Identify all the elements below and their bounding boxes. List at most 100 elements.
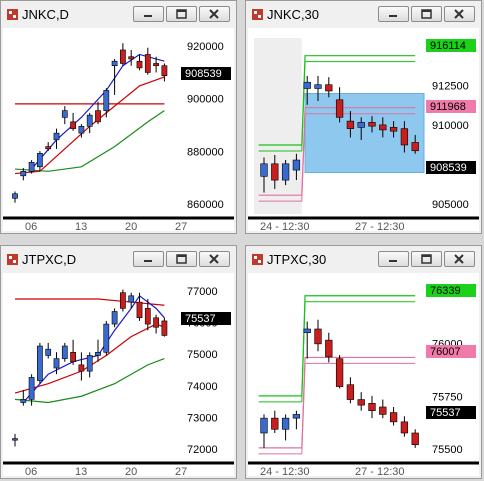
candle-body <box>346 120 355 129</box>
candle-body <box>70 121 76 129</box>
candle-body <box>153 317 159 328</box>
maximize-button[interactable] <box>166 251 197 267</box>
maximize-icon <box>176 9 187 19</box>
candle-body <box>271 417 279 430</box>
close-button[interactable] <box>444 6 475 22</box>
y-tick-label: 905000 <box>432 199 469 211</box>
close-button[interactable] <box>199 6 230 22</box>
candle-body <box>37 153 43 168</box>
overlay-line <box>301 295 416 396</box>
candle-body <box>281 163 290 181</box>
candle-body <box>78 364 85 372</box>
candlestick-chart[interactable]: 9150009125009100009075009050009161149119… <box>248 28 479 233</box>
minimize-button[interactable] <box>378 251 409 267</box>
overlay-line <box>14 110 165 172</box>
candle-body <box>281 417 290 430</box>
chart-app-icon <box>252 254 263 265</box>
window-titlebar[interactable]: JTPXC,D <box>1 246 236 273</box>
chart-window-jtpxc-d[interactable]: JTPXC,D 77000760007500074000730007200075… <box>0 245 237 479</box>
candle-body <box>346 384 355 400</box>
overlay-line <box>258 113 416 202</box>
candle-body <box>335 99 344 118</box>
x-tick-label: 27 - 12:30 <box>355 466 405 476</box>
close-icon <box>209 254 219 264</box>
candle-body <box>20 399 27 403</box>
window-titlebar[interactable]: JTPXC,30 <box>246 246 481 273</box>
overlay-line <box>301 61 416 151</box>
chart-plot-area[interactable]: 7625076000757507550076339760077553724 - … <box>248 273 479 478</box>
candle-body <box>292 159 301 171</box>
x-tick-label: 27 <box>175 221 187 231</box>
minimize-icon <box>144 15 152 17</box>
close-button[interactable] <box>199 251 230 267</box>
price-badge-label: 76339 <box>430 285 461 297</box>
candle-body <box>28 162 35 172</box>
y-tick-label: 77000 <box>187 286 218 298</box>
chart-window-jnkc-30[interactable]: JNKC,30 91500091250091000090750090500091… <box>245 0 482 234</box>
candle-body <box>379 124 387 131</box>
x-tick-label: 20 <box>125 466 137 476</box>
candle-body <box>314 84 322 89</box>
price-badge-label: 76007 <box>430 346 461 358</box>
candle-body <box>120 292 126 309</box>
candle-body <box>303 328 311 334</box>
chart-window-jtpxc-30[interactable]: JTPXC,30 7625076000757507550076339760077… <box>245 245 482 479</box>
close-icon <box>454 254 464 264</box>
price-badge-label: 75537 <box>430 407 461 419</box>
candle-body <box>357 122 365 128</box>
maximize-button[interactable] <box>411 251 442 267</box>
candlestick-chart[interactable]: 7625076000757507550076339760077553724 - … <box>248 273 479 478</box>
candle-body <box>12 438 18 441</box>
x-tick-label: 13 <box>75 221 87 231</box>
maximize-button[interactable] <box>166 6 197 22</box>
candle-body <box>128 56 135 60</box>
candle-body <box>303 81 311 89</box>
minimize-icon <box>389 260 397 262</box>
candle-body <box>103 323 110 353</box>
minimize-icon <box>144 260 152 262</box>
chart-window-jnkc-d[interactable]: JNKC,D 920000 900000 880000 860000 908539 06 1… <box>0 0 237 234</box>
chart-plot-area[interactable]: 7700076000750007400073000720007553706132… <box>3 273 234 478</box>
chart-plot-area[interactable]: 9150009125009100009075009050009161149119… <box>248 28 479 233</box>
y-tick-label: 75000 <box>187 349 218 361</box>
candle-body <box>260 163 268 177</box>
maximize-icon <box>176 254 187 264</box>
candle-body <box>37 345 43 381</box>
y-tick-label: 72000 <box>187 444 218 456</box>
y-tick-label: 75500 <box>432 444 463 456</box>
price-badge-label: 908539 <box>430 162 467 174</box>
candle-body <box>144 308 151 325</box>
chart-plot-area[interactable]: 920000 900000 880000 860000 908539 06 13 20 27 <box>3 28 234 233</box>
candle-body <box>400 421 409 434</box>
price-badge <box>426 406 476 419</box>
price-badge <box>181 67 231 80</box>
candlestick-chart[interactable]: 920000 900000 880000 860000 908539 06 13 20 27 <box>3 28 234 233</box>
candlestick-chart[interactable]: 7700076000750007400073000720007553706132… <box>3 273 234 478</box>
overlay-line <box>301 301 416 402</box>
y-tick-label: 73000 <box>187 412 218 424</box>
x-tick-label: 24 - 12:30 <box>260 466 310 476</box>
minimize-button[interactable] <box>378 6 409 22</box>
window-title: JNKC,D <box>22 7 69 22</box>
window-titlebar[interactable]: JNKC,D <box>1 1 236 28</box>
window-title: JNKC,30 <box>267 7 320 22</box>
overlay-line <box>258 362 416 455</box>
price-badge <box>181 312 231 325</box>
price-badge-label: 908539 <box>185 68 222 80</box>
minimize-button[interactable] <box>133 6 164 22</box>
chart-app-icon <box>7 254 18 265</box>
candle-body <box>103 90 110 111</box>
candle-body <box>61 110 68 118</box>
x-tick-label: 06 <box>25 466 37 476</box>
maximize-button[interactable] <box>411 6 442 22</box>
candle-body <box>95 352 101 356</box>
candle-body <box>45 146 52 150</box>
price-badge-label: 911968 <box>430 101 466 113</box>
candle-body <box>271 163 279 181</box>
minimize-button[interactable] <box>133 251 164 267</box>
candle-body <box>161 65 168 77</box>
window-titlebar[interactable]: JNKC,30 <box>246 1 481 28</box>
close-button[interactable] <box>444 251 475 267</box>
candle-body <box>45 348 52 356</box>
x-tick-label: 20 <box>125 221 137 231</box>
